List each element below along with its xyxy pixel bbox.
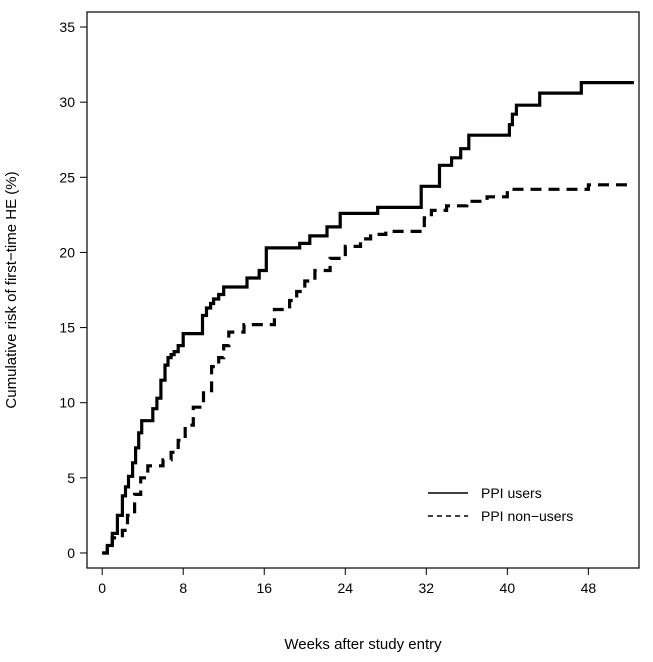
series-line-ppi-non-users	[102, 183, 634, 555]
y-tick-label: 5	[67, 470, 75, 486]
x-tick-label: 24	[337, 580, 353, 596]
x-tick-label: 16	[256, 580, 272, 596]
y-axis-label: Cumulative risk of first−time HE (%)	[3, 171, 20, 408]
x-tick-label: 40	[500, 580, 516, 596]
y-tick-label: 0	[67, 545, 75, 561]
x-axis: 0 8 16 24 32 40 48	[98, 568, 596, 596]
legend-label-ppi-users: PPI users	[481, 485, 542, 501]
series-line-ppi-users	[102, 81, 634, 555]
plot-frame	[86, 11, 640, 569]
x-tick-label: 32	[419, 580, 435, 596]
y-tick-label: 30	[59, 94, 75, 110]
legend: PPI users PPI non−users	[428, 485, 573, 524]
y-tick-label: 10	[59, 395, 75, 411]
y-tick-label: 20	[59, 244, 75, 260]
x-axis-label: Weeks after study entry	[284, 636, 442, 653]
y-axis: 0 5 10 15 20 25 30 35	[59, 19, 87, 561]
y-tick-label: 25	[59, 169, 75, 185]
y-tick-label: 15	[59, 320, 75, 336]
series-layer	[102, 81, 634, 555]
legend-label-ppi-non-users: PPI non−users	[481, 508, 573, 524]
x-tick-label: 8	[179, 580, 187, 596]
y-tick-label: 35	[59, 19, 75, 35]
x-tick-label: 0	[98, 580, 106, 596]
x-tick-label: 48	[581, 580, 597, 596]
